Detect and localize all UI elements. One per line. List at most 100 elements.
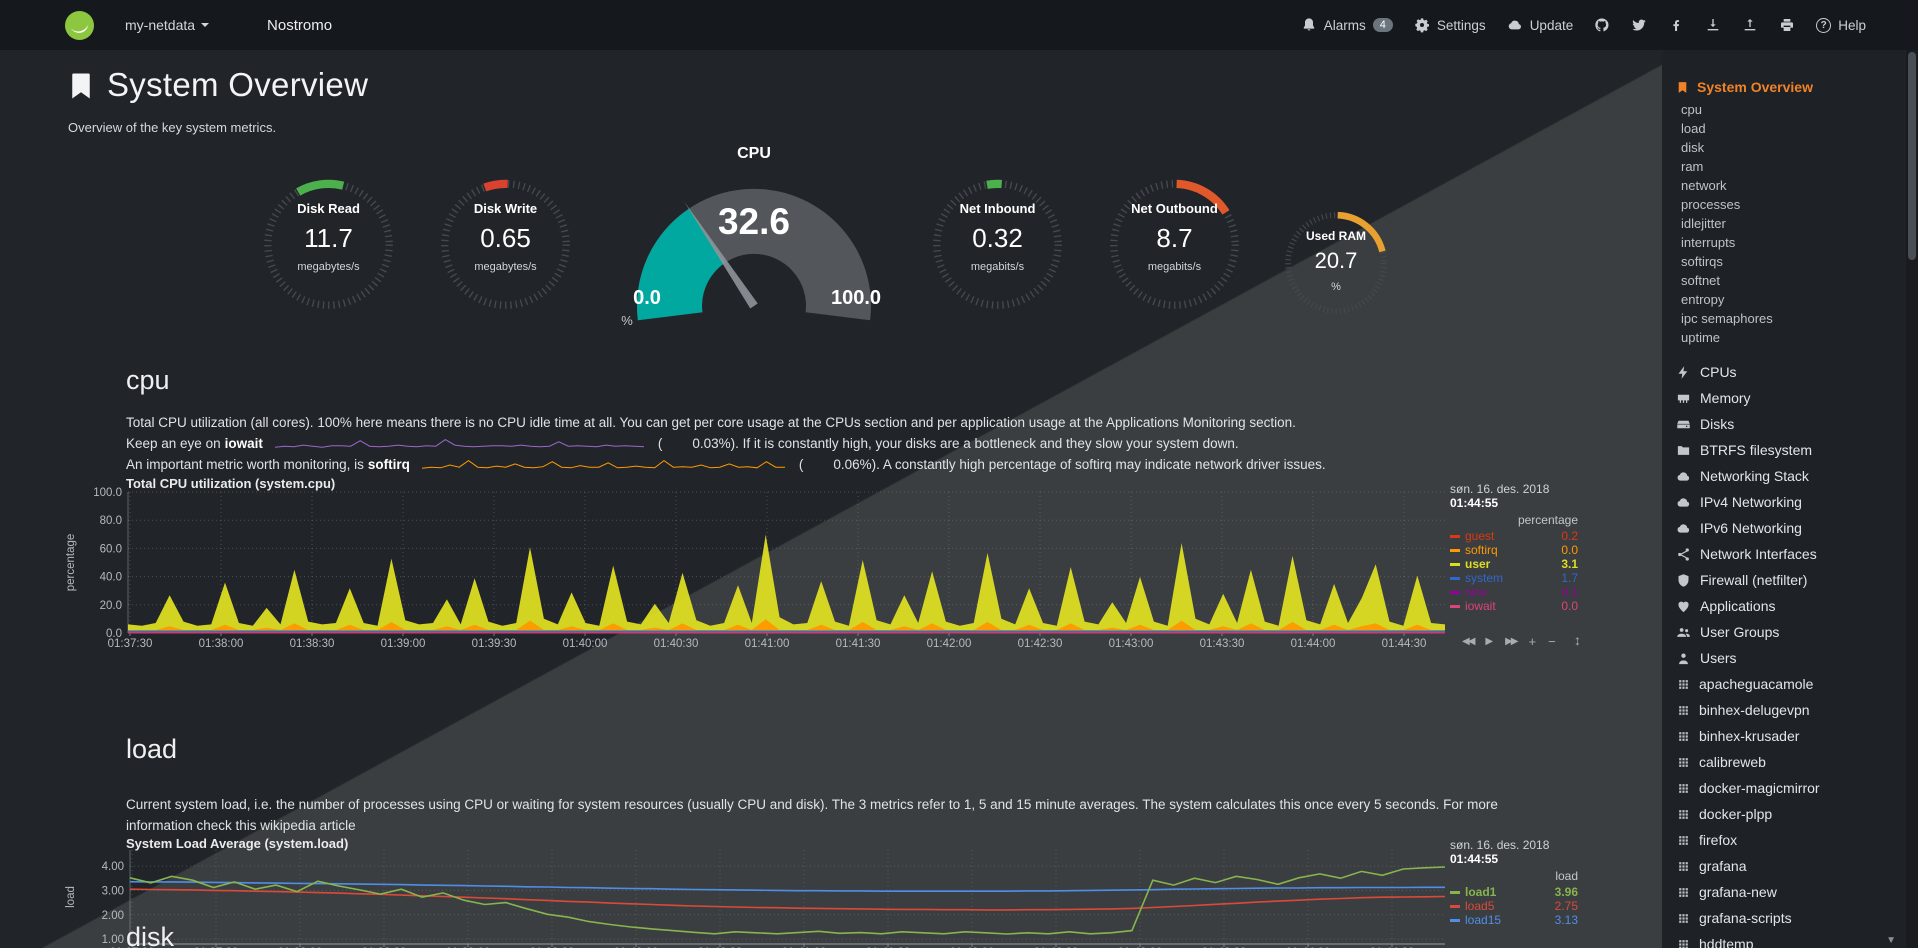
export-snapshot-button[interactable] xyxy=(1705,17,1721,33)
disk-read-gauge[interactable]: Disk Read 11.7 megabytes/s xyxy=(255,171,402,318)
sidebar-item-grafana[interactable]: grafana xyxy=(1676,853,1906,879)
sidebar-item-cpus[interactable]: CPUs xyxy=(1676,359,1906,385)
facebook-button[interactable] xyxy=(1668,17,1684,33)
iowait-inline-chart[interactable] xyxy=(273,436,646,452)
sidebar-item-apacheguacamole[interactable]: apacheguacamole xyxy=(1676,671,1906,697)
sidebar-item-calibreweb[interactable]: calibreweb xyxy=(1676,749,1906,775)
used-ram-gauge[interactable]: Used RAM 20.7 % xyxy=(1278,205,1394,321)
legend-row-load5[interactable]: load5 2.75 xyxy=(1450,899,1578,913)
sidebar-item-grafana-new[interactable]: grafana-new xyxy=(1676,879,1906,905)
play-button[interactable]: ▶ xyxy=(1485,636,1494,647)
github-button[interactable] xyxy=(1594,17,1610,33)
alarms-button[interactable]: Alarms 4 xyxy=(1301,17,1393,33)
grid-icon xyxy=(1677,912,1690,925)
sidebar-item-applications[interactable]: Applications xyxy=(1676,593,1906,619)
settings-button[interactable]: Settings xyxy=(1414,17,1486,33)
sidebar-item-ipc-semaphores[interactable]: ipc semaphores xyxy=(1681,311,1773,326)
sidebar-item-interrupts[interactable]: interrupts xyxy=(1681,235,1736,250)
sidebar-item-disks[interactable]: Disks xyxy=(1676,411,1906,437)
sidebar-item-firefox[interactable]: firefox xyxy=(1676,827,1906,853)
sidebar-item-load[interactable]: load xyxy=(1681,121,1706,136)
scrollbar-thumb[interactable] xyxy=(1908,52,1916,260)
gauge-unit: % xyxy=(621,313,633,328)
zoom-in-button[interactable]: + xyxy=(1528,634,1537,649)
softirq-inline-chart[interactable] xyxy=(420,457,787,473)
sidebar-item-users[interactable]: Users xyxy=(1676,645,1906,671)
sidebar-item-docker-plpp[interactable]: docker-plpp xyxy=(1676,801,1906,827)
cpu-chart-plot[interactable]: 01:37:30 01:38:00 01:38:30 01:39:00 01:39:30… xyxy=(60,484,1450,667)
sidebar-item-networking-stack[interactable]: Networking Stack xyxy=(1676,463,1906,489)
sidebar-item-btrfs[interactable]: BTRFS filesystem xyxy=(1676,437,1906,463)
sidebar-item-memory[interactable]: Memory xyxy=(1676,385,1906,411)
pan-backward-button[interactable]: ◀◀ xyxy=(1462,636,1475,647)
load-chart-plot[interactable]: 01:37:0001:37:3001:38:0001:38:3001:39:00… xyxy=(60,844,1450,948)
sidebar-item-softirqs[interactable]: softirqs xyxy=(1681,254,1723,269)
sidebar-item-hddtemp[interactable]: hddtemp xyxy=(1676,931,1906,948)
sidebar-item-network-interfaces[interactable]: Network Interfaces xyxy=(1676,541,1906,567)
legend-row-system[interactable]: system 1.7 xyxy=(1450,571,1578,585)
chart-resize-handle[interactable]: ↕ xyxy=(1574,944,1581,948)
legend-row-softirq[interactable]: softirq 0.0 xyxy=(1450,543,1578,557)
legend-row-iowait[interactable]: iowait 0.0 xyxy=(1450,599,1578,613)
legend-row-user[interactable]: user 3.1 xyxy=(1450,557,1578,571)
sidebar-item-softnet[interactable]: softnet xyxy=(1681,273,1721,288)
sidebar-item-network[interactable]: network xyxy=(1681,178,1727,193)
zoom-out-button[interactable]: − xyxy=(1548,634,1556,649)
help-label: Help xyxy=(1838,17,1866,33)
help-button[interactable]: ? Help xyxy=(1816,17,1866,33)
question-icon: ? xyxy=(1816,17,1832,33)
legend-time: 01:44:55 xyxy=(1450,496,1499,510)
legend-row-nice[interactable]: nice 0.1 xyxy=(1450,585,1578,599)
load-chart-legend: søn. 16. des. 2018 01:44:55 load load1 3.… xyxy=(1450,838,1578,927)
cpu-gauge[interactable]: CPU 32.6 0.0 100.0 % xyxy=(619,125,889,360)
svg-text:3.00: 3.00 xyxy=(102,885,124,897)
chart-resize-handle[interactable]: ↕ xyxy=(1574,632,1581,648)
legend-row-load1[interactable]: load1 3.96 xyxy=(1450,885,1578,899)
sidebar-item-firewall[interactable]: Firewall (netfilter) xyxy=(1676,567,1906,593)
sidebar-item-system-overview[interactable]: System Overview xyxy=(1676,76,1906,98)
cpu-chart-title: Total CPU utilization (system.cpu) xyxy=(126,476,336,491)
netdata-logo[interactable] xyxy=(64,10,95,41)
sidebar-item-ram[interactable]: ram xyxy=(1681,159,1704,174)
gauge-max: 100.0 xyxy=(830,287,882,309)
sidebar-item-entropy[interactable]: entropy xyxy=(1681,292,1725,307)
gauge-min: 0.0 xyxy=(633,287,661,309)
update-button[interactable]: Update xyxy=(1507,17,1573,33)
twitter-button[interactable] xyxy=(1631,17,1647,33)
disk-write-gauge[interactable]: Disk Write 0.65 megabytes/s xyxy=(432,171,579,318)
zoom-in-button[interactable]: + xyxy=(1528,946,1536,948)
sidebar-item-cpu[interactable]: cpu xyxy=(1681,102,1702,117)
sidebar-item-binhex-delugevpn[interactable]: binhex-delugevpn xyxy=(1676,697,1906,723)
sidebar-item-uptime[interactable]: uptime xyxy=(1681,330,1721,345)
print-icon xyxy=(1779,17,1795,33)
print-button[interactable] xyxy=(1779,17,1795,33)
legend-row-load15[interactable]: load15 3.13 xyxy=(1450,913,1578,927)
net-outbound-gauge[interactable]: Net Outbound 8.7 megabits/s xyxy=(1101,171,1248,318)
heart-icon xyxy=(1676,599,1691,614)
sidebar-scroll-down-arrow[interactable]: ▼ xyxy=(1886,935,1896,946)
sidebar-item-user-groups[interactable]: User Groups xyxy=(1676,619,1906,645)
sidebar-item-docker-magicmirror[interactable]: docker-magicmirror xyxy=(1676,775,1906,801)
pan-forward-button[interactable]: ▶▶ xyxy=(1505,636,1518,647)
sidebar-item-ipv4[interactable]: IPv4 Networking xyxy=(1676,489,1906,515)
import-snapshot-button[interactable] xyxy=(1742,17,1758,33)
net-inbound-gauge[interactable]: Net Inbound 0.32 megabits/s xyxy=(924,171,1071,318)
my-netdata-menu[interactable]: my-netdata xyxy=(125,17,210,33)
gauge-unit: megabits/s xyxy=(1147,261,1202,273)
legend-row-guest[interactable]: guest 0.2 xyxy=(1450,529,1578,543)
svg-text:01:42:00: 01:42:00 xyxy=(927,638,972,650)
sidebar-item-binhex-krusader[interactable]: binhex-krusader xyxy=(1676,723,1906,749)
sidebar-main-list: CPUs Memory Disks BTRFS filesystem Netwo… xyxy=(1676,359,1906,948)
sidebar-item-grafana-scripts[interactable]: grafana-scripts xyxy=(1676,905,1906,931)
settings-label: Settings xyxy=(1436,17,1486,33)
cloud-icon xyxy=(1676,469,1691,484)
navbar-actions: Alarms 4 Settings Update ? xyxy=(1301,17,1866,33)
zoom-out-button[interactable]: − xyxy=(1548,946,1556,948)
sidebar-item-idlejitter[interactable]: idlejitter xyxy=(1681,216,1726,231)
sidebar-item-ipv6[interactable]: IPv6 Networking xyxy=(1676,515,1906,541)
sidebar-item-disk[interactable]: disk xyxy=(1681,140,1705,155)
hostname[interactable]: Nostromo xyxy=(267,16,333,34)
sidebar-item-processes[interactable]: processes xyxy=(1681,197,1741,212)
iowait-value: 0.03% xyxy=(692,436,731,451)
sidebar-active-label: System Overview xyxy=(1697,79,1813,95)
